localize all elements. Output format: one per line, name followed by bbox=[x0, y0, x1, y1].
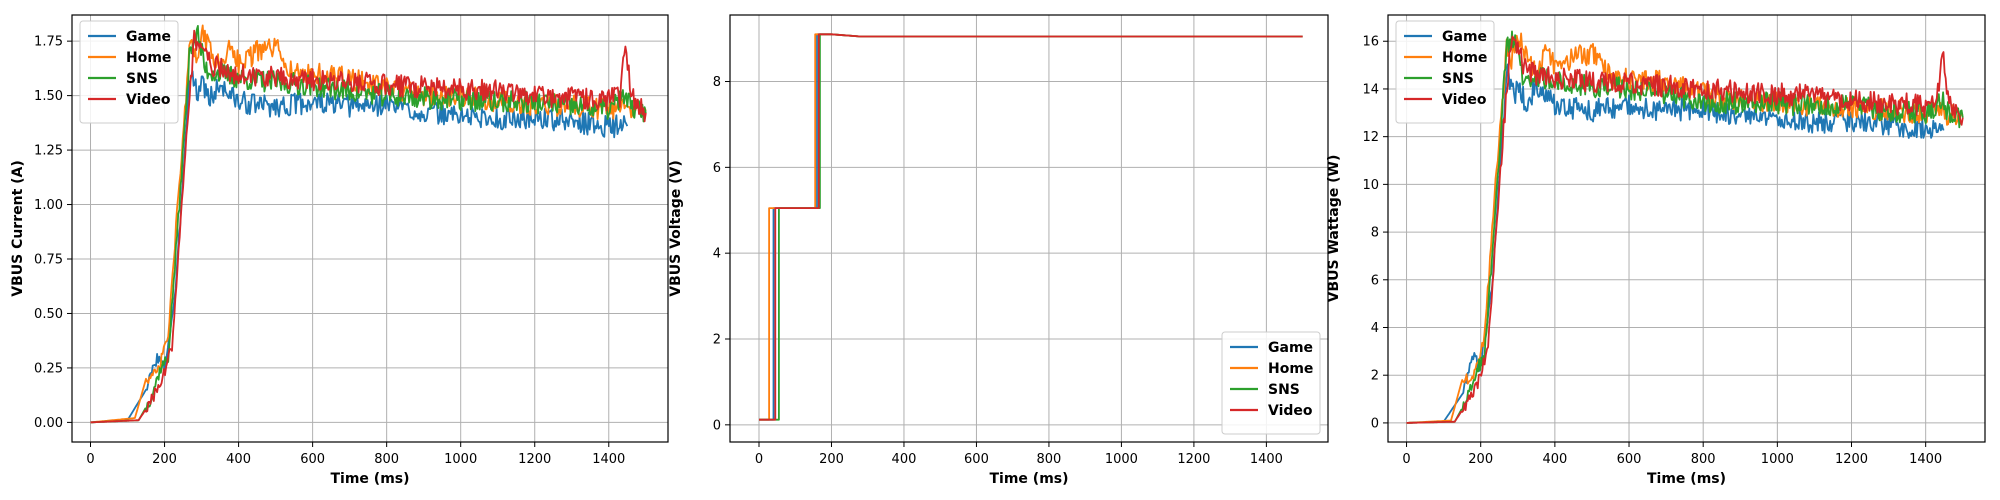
legend-label-game: Game bbox=[1442, 29, 1487, 45]
x-tick-label: 1200 bbox=[1177, 452, 1210, 467]
y-tick-label: 4 bbox=[1371, 321, 1379, 336]
series-line-video bbox=[759, 33, 1303, 421]
x-tick-label: 400 bbox=[226, 452, 251, 467]
x-tick-label: 1000 bbox=[1105, 452, 1138, 467]
y-tick-label: 1.25 bbox=[34, 144, 63, 159]
series-line-game bbox=[90, 70, 629, 424]
series-line-sns bbox=[759, 33, 1303, 421]
y-tick-label: 0 bbox=[1371, 416, 1379, 431]
x-tick-label: 200 bbox=[152, 452, 177, 467]
legend-label-video: Video bbox=[1442, 92, 1487, 108]
x-tick-label: 800 bbox=[374, 452, 399, 467]
chart-panel-1: 0 200 400 600 800 1000 1200 1400 0.00 0.25 0.50 0.7… bbox=[10, 14, 669, 487]
plot-frame bbox=[1387, 14, 1986, 443]
y-tick-label: 14 bbox=[1362, 82, 1379, 97]
x-axis-label: Time (ms) bbox=[1647, 471, 1726, 487]
legend: Game Home SNS Video bbox=[1395, 20, 1495, 124]
x-tick-label: 600 bbox=[1617, 452, 1642, 467]
y-tick-label: 8 bbox=[1371, 226, 1379, 241]
legend: Game Home SNS Video bbox=[79, 20, 179, 124]
legend: Game Home SNS Video bbox=[1221, 331, 1321, 435]
x-axis-label: Time (ms) bbox=[330, 471, 409, 487]
legend-label-sns: SNS bbox=[1442, 71, 1474, 87]
series-line-home bbox=[759, 33, 1303, 421]
y-tick-label: 10 bbox=[1362, 178, 1379, 193]
y-tick-label: 6 bbox=[1371, 273, 1379, 288]
x-tick-label: 800 bbox=[1037, 452, 1062, 467]
y-tick-label: 8 bbox=[713, 75, 721, 90]
y-tick-label: 12 bbox=[1362, 130, 1379, 145]
x-tick-label: 1400 bbox=[1250, 452, 1283, 467]
y-axis-label: VBUS Voltage (V) bbox=[668, 160, 684, 296]
x-tick-label: 1200 bbox=[518, 452, 551, 467]
series-line-video bbox=[1406, 35, 1964, 424]
y-axis-label: VBUS Wattage (W) bbox=[1326, 155, 1342, 303]
x-tick-label: 1400 bbox=[592, 452, 625, 467]
legend-label-game: Game bbox=[126, 29, 171, 45]
legend-box bbox=[79, 20, 179, 124]
y-tick-label: 6 bbox=[713, 161, 721, 176]
x-tick-label: 1000 bbox=[1761, 452, 1794, 467]
x-tick-label: 800 bbox=[1691, 452, 1716, 467]
legend-label-home: Home bbox=[126, 50, 171, 66]
x-tick-label: 1200 bbox=[1835, 452, 1868, 467]
legend-box bbox=[1221, 331, 1321, 435]
y-tick-label: 16 bbox=[1362, 35, 1379, 50]
x-tick-label: 600 bbox=[964, 452, 989, 467]
plot-frame bbox=[71, 14, 669, 443]
x-tick-label: 0 bbox=[1402, 452, 1410, 467]
y-tick-label: 1.00 bbox=[34, 198, 63, 213]
x-tick-label: 1000 bbox=[444, 452, 477, 467]
x-tick-label: 400 bbox=[1542, 452, 1567, 467]
x-tick-label: 600 bbox=[300, 452, 325, 467]
y-tick-label: 4 bbox=[713, 247, 721, 262]
x-tick-label: 1400 bbox=[1909, 452, 1942, 467]
y-tick-label: 0.25 bbox=[34, 361, 63, 376]
x-tick-label: 200 bbox=[819, 452, 844, 467]
legend-label-sns: SNS bbox=[126, 71, 158, 87]
legend-label-video: Video bbox=[1268, 403, 1313, 419]
y-tick-label: 1.75 bbox=[34, 35, 63, 50]
y-tick-label: 2 bbox=[1371, 369, 1379, 384]
series-line-sns bbox=[90, 24, 647, 424]
plot-frame bbox=[729, 14, 1329, 443]
y-tick-label: 2 bbox=[713, 333, 721, 348]
y-tick-label: 1.50 bbox=[34, 89, 63, 104]
legend-label-home: Home bbox=[1442, 50, 1487, 66]
x-tick-label: 0 bbox=[86, 452, 94, 467]
y-tick-label: 0.50 bbox=[34, 307, 63, 322]
legend-label-game: Game bbox=[1268, 340, 1313, 356]
x-tick-label: 0 bbox=[755, 452, 763, 467]
y-tick-label: 0 bbox=[713, 418, 721, 433]
x-tick-label: 200 bbox=[1468, 452, 1493, 467]
y-tick-label: 0.00 bbox=[34, 416, 63, 431]
x-tick-label: 400 bbox=[892, 452, 917, 467]
series-line-video bbox=[90, 29, 647, 424]
legend-label-home: Home bbox=[1268, 361, 1313, 377]
y-axis-label: VBUS Current (A) bbox=[10, 160, 26, 297]
x-axis-label: Time (ms) bbox=[989, 471, 1068, 487]
legend-label-sns: SNS bbox=[1268, 382, 1300, 398]
series-line-game bbox=[759, 33, 1303, 421]
y-tick-label: 0.75 bbox=[34, 253, 63, 268]
legend-box bbox=[1395, 20, 1495, 124]
legend-label-video: Video bbox=[126, 92, 171, 108]
chart-panel-3: 0 200 400 600 800 1000 1200 1400 0 2 4 6 8 10 12 14 16 Ti… bbox=[1326, 14, 1986, 487]
chart-panel-2: 0 200 400 600 800 1000 1200 1400 0 2 4 6 8 Time (ms) V… bbox=[668, 14, 1329, 487]
